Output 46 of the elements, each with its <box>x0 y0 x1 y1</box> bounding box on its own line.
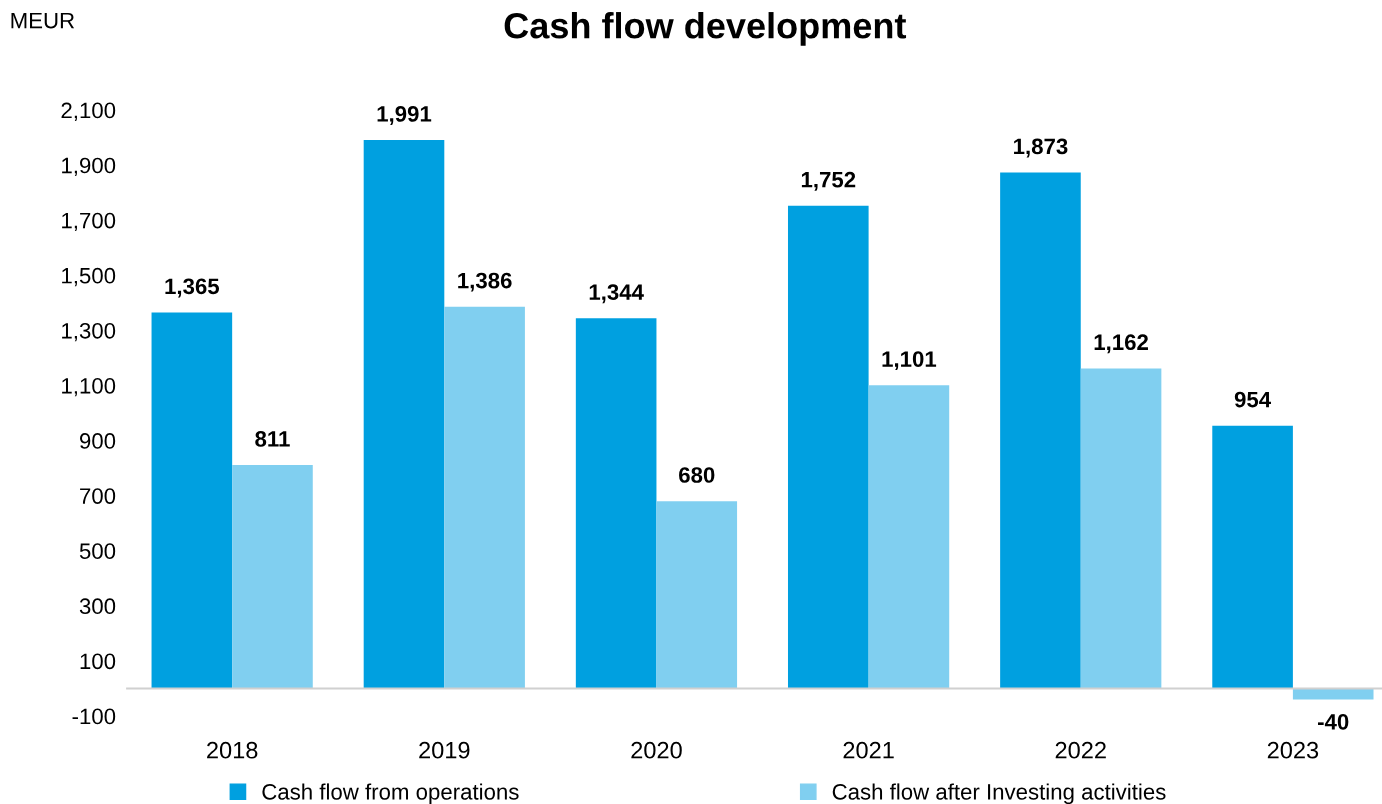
y-tick-label: 2,100 <box>61 102 116 121</box>
y-tick-label: 300 <box>79 598 116 615</box>
x-tick-label: 2020 <box>631 741 682 759</box>
bar <box>1000 172 1081 689</box>
chart-title: Cash flow development <box>504 12 907 46</box>
y-tick-label: 900 <box>80 433 116 449</box>
text: 1,162 <box>1094 334 1148 354</box>
bar <box>1212 425 1293 689</box>
text: 1,386 <box>458 272 512 292</box>
bar <box>1080 368 1162 689</box>
legend-label: Cash flow after Investing activities <box>832 783 1166 804</box>
text: 1,365 <box>165 278 220 298</box>
y-axis-title: MEUR <box>11 12 75 29</box>
bar <box>1292 688 1374 700</box>
bar <box>151 312 233 689</box>
x-tick-label: 2018 <box>207 741 258 759</box>
y-tick-label: 1,300 <box>62 322 116 342</box>
y-tick-label: 1,500 <box>62 267 116 287</box>
bar <box>787 205 869 689</box>
x-tick-label: 2022 <box>1055 741 1106 759</box>
y-tick-label: 1,700 <box>62 212 116 232</box>
y-tick-label: 100 <box>80 653 116 670</box>
bar <box>868 385 950 689</box>
text: 1,991 <box>377 106 432 125</box>
bar <box>575 318 657 689</box>
text: 954 <box>1234 391 1272 408</box>
legend-label: Cash flow from operations <box>262 783 519 804</box>
y-tick-label: -100 <box>72 708 116 725</box>
x-tick-label: 2019 <box>419 741 470 759</box>
text: 680 <box>679 467 715 483</box>
x-tick-label: 2023 <box>1267 741 1319 759</box>
text: 1,101 <box>882 351 937 371</box>
x-tick-label: 2021 <box>843 741 894 759</box>
y-tick-label: 1,100 <box>62 377 116 397</box>
text: 1,752 <box>801 171 856 191</box>
text: 1,873 <box>1014 138 1068 158</box>
text: -40 <box>1318 713 1349 730</box>
text: 1,344 <box>589 284 644 304</box>
text: 811 <box>255 431 290 447</box>
y-tick-label: 700 <box>80 488 116 504</box>
bar <box>363 140 445 689</box>
bar <box>656 501 738 689</box>
bar <box>444 306 525 689</box>
y-tick-label: 1,900 <box>62 157 116 176</box>
bar <box>232 465 313 689</box>
y-tick-label: 500 <box>79 543 116 559</box>
